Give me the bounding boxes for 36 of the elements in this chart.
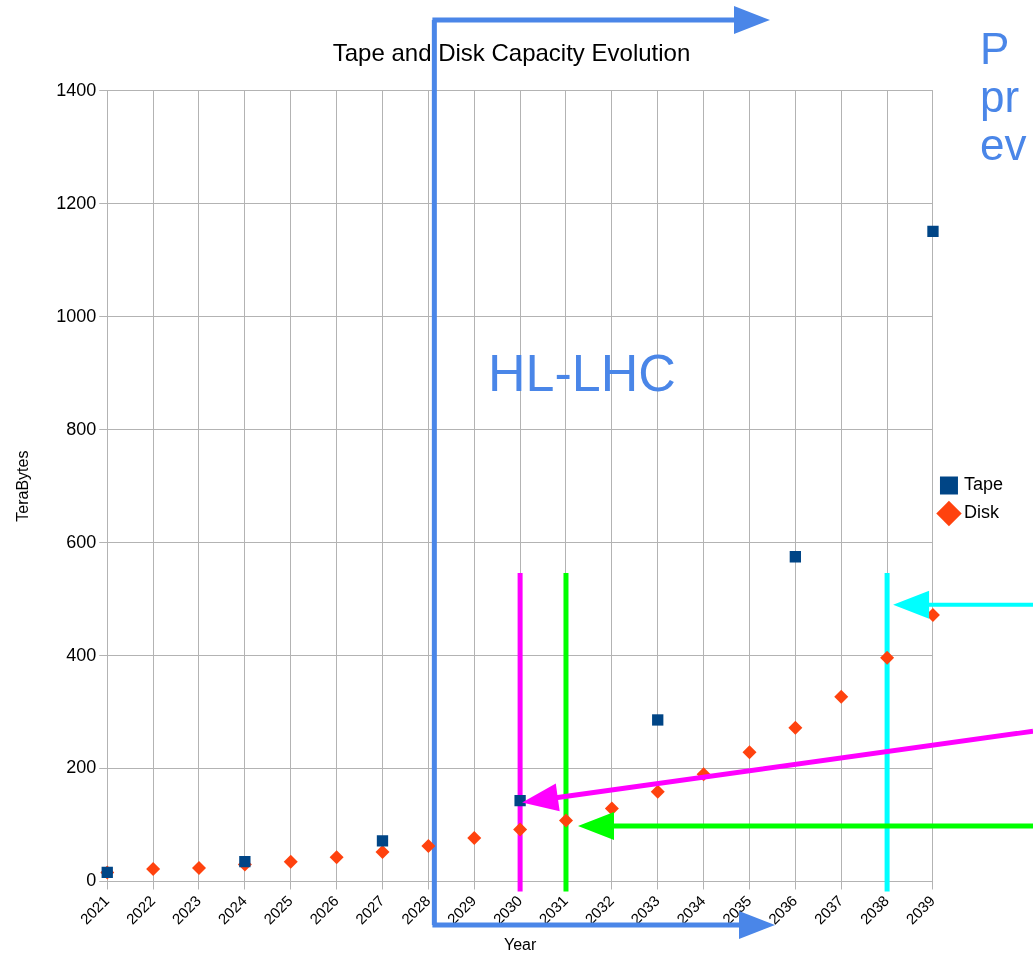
point — [788, 720, 803, 735]
y-tick-label: 1000 — [56, 305, 97, 326]
y-axis-title: TeraBytes — [14, 450, 32, 522]
y-tick-label: 1400 — [56, 79, 97, 100]
y-tick-label: 800 — [66, 418, 97, 439]
point — [604, 801, 619, 816]
x-axis-title: Year — [503, 935, 537, 953]
legend-label: Disk — [963, 502, 1000, 523]
chart-title: Tape and Disk Capacity Evolution — [332, 39, 691, 67]
y-tick-label: 400 — [66, 644, 97, 665]
point — [467, 830, 482, 845]
point — [239, 856, 251, 868]
point — [558, 813, 573, 828]
text: P pr ev — [980, 24, 1027, 169]
point — [421, 838, 436, 853]
y-tick-label: 200 — [66, 757, 97, 778]
annotation: HL-LHC — [488, 343, 676, 403]
point — [652, 714, 664, 726]
point — [191, 860, 206, 875]
y-tick-label: 600 — [66, 531, 97, 552]
point — [513, 822, 528, 837]
point — [329, 850, 344, 865]
y-tick-label: 1200 — [56, 192, 97, 213]
point — [834, 689, 849, 704]
point — [650, 784, 665, 799]
point — [880, 650, 895, 665]
point — [927, 225, 939, 238]
point — [376, 835, 389, 847]
point — [789, 551, 801, 563]
point — [375, 845, 390, 860]
point — [146, 862, 161, 877]
legend-label: Tape — [963, 474, 1004, 495]
point — [283, 854, 298, 869]
y-tick-label: 0 — [86, 870, 97, 891]
point — [742, 745, 757, 760]
point — [514, 795, 526, 807]
